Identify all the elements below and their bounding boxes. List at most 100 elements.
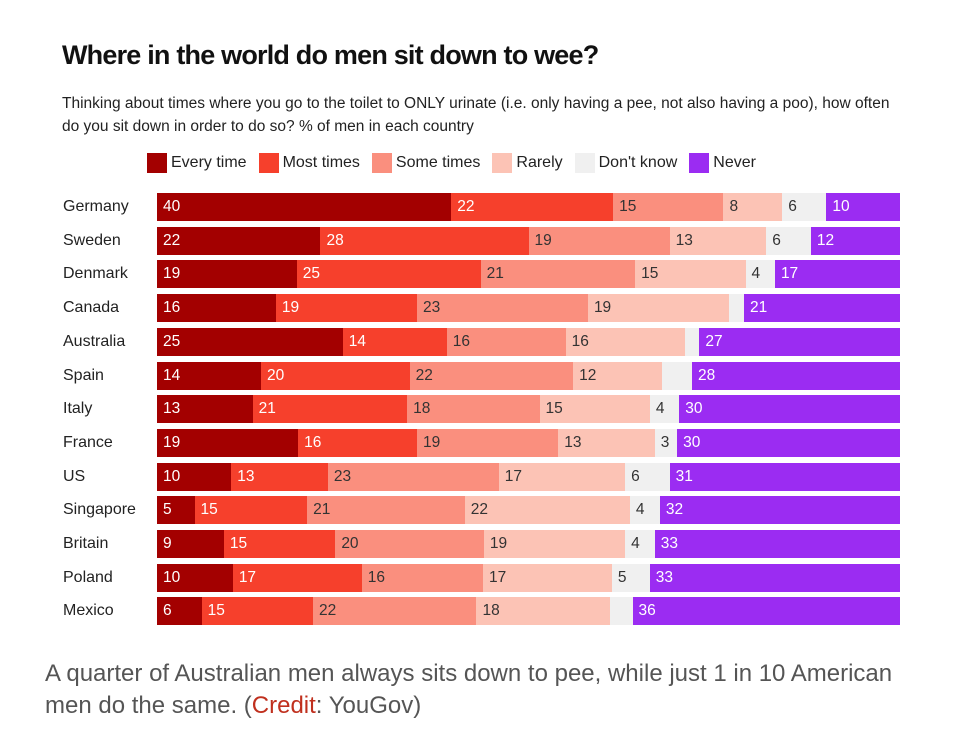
data-label: 4	[631, 535, 640, 552]
bar-segment	[451, 193, 614, 221]
data-label: 6	[631, 467, 640, 485]
stacked-bar-chart: Germany 40 22 15 8 6 10 Sweden 22 28 19 13 6 12 Denmar…	[63, 193, 901, 626]
bar-segment	[699, 327, 901, 356]
bar-segment	[669, 226, 767, 255]
bar-segment	[611, 563, 651, 592]
data-label: 6	[788, 198, 797, 215]
bar-segment	[625, 530, 656, 558]
bar-segment	[669, 462, 901, 491]
data-label: 16	[367, 568, 385, 586]
bar-segment	[629, 496, 661, 525]
data-label: 33	[660, 535, 679, 552]
legend-label: Never	[713, 154, 756, 171]
data-label: 17	[238, 568, 257, 586]
bar-segment	[223, 530, 336, 558]
bar-segment	[613, 193, 724, 221]
bar-segment	[157, 395, 254, 424]
data-label: 19	[281, 299, 300, 317]
bar-segment	[409, 361, 574, 390]
legend-label: Most times	[282, 154, 360, 171]
credit-link[interactable]: Credit	[251, 692, 316, 719]
data-label: 13	[564, 433, 582, 451]
data-label: 15	[619, 198, 637, 215]
data-label: 28	[697, 366, 716, 384]
data-label: 22	[163, 231, 181, 249]
data-label: 23	[333, 467, 352, 485]
legend-swatch	[258, 153, 279, 173]
bar-segment	[565, 327, 686, 356]
data-label: 21	[313, 501, 331, 519]
data-label: 4	[751, 265, 761, 283]
data-label: 27	[705, 332, 723, 350]
data-label: 15	[545, 400, 563, 418]
legend-item: Most times	[258, 153, 360, 173]
caption-text: A quarter of Australian men always sits …	[45, 660, 893, 719]
data-label: 16	[452, 332, 471, 350]
bar-segment	[464, 496, 631, 525]
bar-segment	[157, 226, 321, 255]
data-label: 5	[163, 501, 172, 519]
data-label: 28	[326, 231, 344, 249]
data-label: 10	[832, 198, 850, 215]
data-label: 14	[163, 366, 181, 384]
bar-segment	[157, 428, 299, 457]
data-label: 33	[655, 568, 674, 586]
bar-segment	[766, 226, 812, 255]
chart-subtitle: Thinking about times where you go to the…	[62, 95, 890, 135]
bar-segment	[782, 193, 827, 221]
data-label: 12	[579, 366, 597, 384]
data-label: 16	[304, 433, 322, 451]
data-label: 6	[772, 231, 781, 249]
bar-segment	[327, 462, 500, 491]
bar-segment	[679, 395, 901, 424]
bar-segment	[157, 496, 196, 525]
data-label: 13	[163, 400, 181, 418]
data-label: 15	[207, 602, 225, 620]
country-label: Australia	[63, 332, 126, 350]
bar-segment	[810, 226, 901, 255]
country-label: Germany	[63, 198, 129, 215]
data-label: 12	[816, 231, 835, 249]
bar-segment	[157, 462, 232, 491]
data-label: 6	[163, 602, 172, 620]
bar-segment	[194, 496, 308, 525]
bar-segment	[446, 327, 567, 356]
data-label: 36	[638, 602, 656, 620]
data-label: 4	[635, 501, 645, 519]
bar-segment	[296, 260, 482, 289]
bar-segment	[157, 361, 262, 390]
data-label: 16	[571, 332, 589, 350]
legend-label: Don't know	[598, 154, 678, 171]
data-label: 9	[163, 535, 172, 552]
data-label: 22	[457, 198, 475, 215]
bar-segment	[361, 563, 484, 592]
data-label: 25	[163, 332, 181, 350]
bar-segment	[662, 361, 693, 390]
data-label: 3	[660, 433, 670, 451]
bar-segment	[261, 361, 411, 390]
legend-item: Don't know	[574, 153, 678, 173]
bar-segment	[654, 428, 678, 457]
bar-segment	[157, 294, 277, 323]
bar-segment	[558, 428, 656, 457]
bar-segment	[407, 395, 541, 424]
bar-segment	[157, 260, 298, 289]
country-label: Britain	[63, 535, 109, 552]
country-label: Singapore	[63, 501, 136, 519]
caption: A quarter of Australian men always sits …	[45, 658, 925, 722]
bar-segment	[528, 226, 671, 255]
bar-segment	[659, 496, 901, 525]
bar-segment	[298, 428, 418, 457]
data-label: 23	[423, 299, 441, 317]
country-label: US	[63, 467, 86, 485]
country-label: Mexico	[63, 602, 114, 620]
legend-item: Rarely	[492, 153, 563, 173]
bar-segment	[649, 563, 901, 592]
legend-swatch	[147, 153, 167, 173]
legend-swatch	[492, 153, 513, 173]
bar-segment	[774, 260, 901, 289]
bar-segment	[275, 294, 418, 323]
bar-segment	[483, 563, 613, 592]
bar-segment	[483, 530, 626, 558]
data-label: 22	[415, 366, 433, 384]
